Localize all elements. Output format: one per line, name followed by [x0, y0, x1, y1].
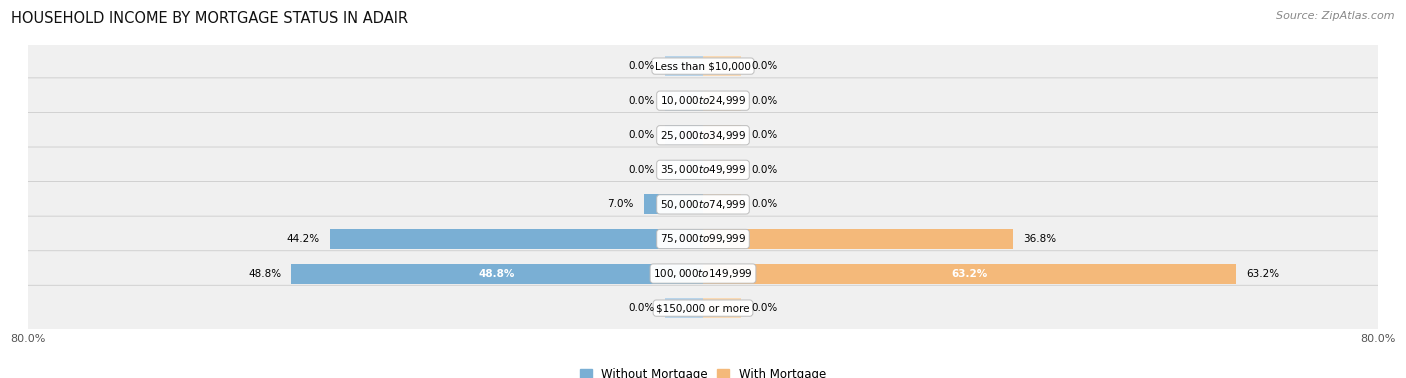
Bar	[291, 263, 703, 284]
Bar	[703, 160, 741, 180]
Bar	[703, 56, 741, 76]
Bar	[703, 194, 741, 214]
Text: 0.0%: 0.0%	[751, 165, 778, 175]
Text: HOUSEHOLD INCOME BY MORTGAGE STATUS IN ADAIR: HOUSEHOLD INCOME BY MORTGAGE STATUS IN A…	[11, 11, 408, 26]
Text: 0.0%: 0.0%	[628, 303, 655, 313]
Text: 7.0%: 7.0%	[607, 200, 634, 209]
Bar	[703, 91, 741, 111]
Text: $35,000 to $49,999: $35,000 to $49,999	[659, 163, 747, 176]
Bar	[665, 125, 703, 145]
Bar	[644, 194, 703, 214]
Text: 63.2%: 63.2%	[952, 268, 987, 279]
FancyBboxPatch shape	[25, 43, 1381, 89]
Text: 0.0%: 0.0%	[751, 61, 778, 71]
Text: Source: ZipAtlas.com: Source: ZipAtlas.com	[1277, 11, 1395, 21]
Text: $75,000 to $99,999: $75,000 to $99,999	[659, 232, 747, 245]
Bar	[703, 298, 741, 318]
Text: 44.2%: 44.2%	[287, 234, 321, 244]
Text: 0.0%: 0.0%	[628, 61, 655, 71]
Legend: Without Mortgage, With Mortgage: Without Mortgage, With Mortgage	[575, 363, 831, 378]
Text: 0.0%: 0.0%	[628, 130, 655, 140]
Bar	[703, 263, 1236, 284]
FancyBboxPatch shape	[25, 285, 1381, 331]
Text: $150,000 or more: $150,000 or more	[657, 303, 749, 313]
FancyBboxPatch shape	[25, 78, 1381, 124]
FancyBboxPatch shape	[25, 251, 1381, 296]
Bar	[703, 125, 741, 145]
Text: 48.8%: 48.8%	[479, 268, 516, 279]
Text: 48.8%: 48.8%	[247, 268, 281, 279]
Bar	[665, 56, 703, 76]
Bar	[665, 298, 703, 318]
Text: 0.0%: 0.0%	[628, 96, 655, 106]
Text: 63.2%: 63.2%	[1246, 268, 1279, 279]
Text: 0.0%: 0.0%	[751, 96, 778, 106]
Text: $100,000 to $149,999: $100,000 to $149,999	[654, 267, 752, 280]
Bar	[703, 229, 1014, 249]
Text: 0.0%: 0.0%	[628, 165, 655, 175]
Text: $50,000 to $74,999: $50,000 to $74,999	[659, 198, 747, 211]
Text: 0.0%: 0.0%	[751, 130, 778, 140]
Bar	[665, 91, 703, 111]
FancyBboxPatch shape	[25, 112, 1381, 158]
Text: 36.8%: 36.8%	[1024, 234, 1057, 244]
Text: $25,000 to $34,999: $25,000 to $34,999	[659, 129, 747, 142]
Text: Less than $10,000: Less than $10,000	[655, 61, 751, 71]
FancyBboxPatch shape	[25, 181, 1381, 227]
FancyBboxPatch shape	[25, 216, 1381, 262]
Text: 0.0%: 0.0%	[751, 303, 778, 313]
Text: 0.0%: 0.0%	[751, 200, 778, 209]
Bar	[665, 160, 703, 180]
FancyBboxPatch shape	[25, 147, 1381, 193]
Text: $10,000 to $24,999: $10,000 to $24,999	[659, 94, 747, 107]
Bar	[330, 229, 703, 249]
